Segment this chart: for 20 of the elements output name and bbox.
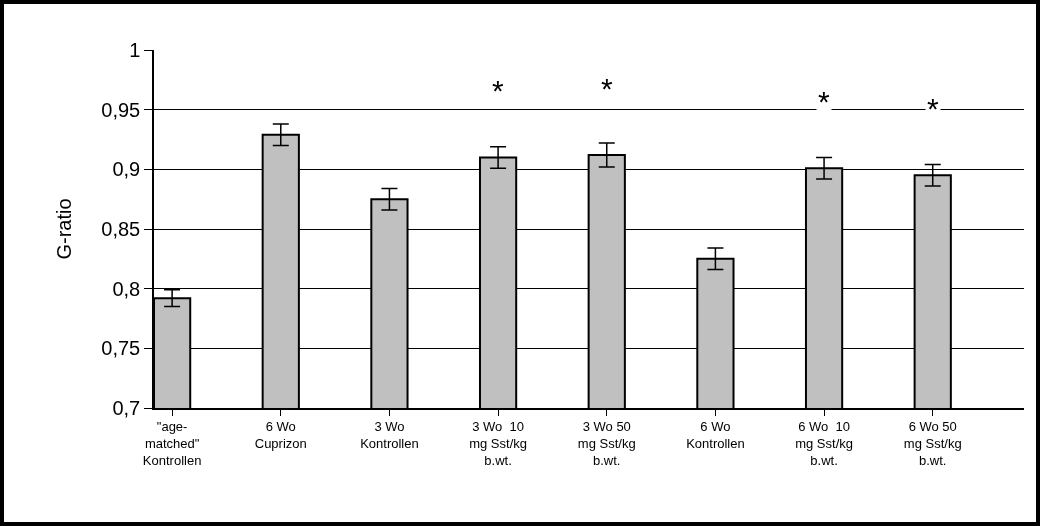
annotation: * [601, 72, 613, 105]
annotation: * [492, 74, 504, 107]
y-tick-label: 0,7 [112, 397, 141, 419]
y-tick-label: 1 [129, 39, 141, 61]
x-tick-label: "age- matched" Kontrollen [142, 419, 202, 469]
y-tick-label: 0,8 [112, 277, 141, 300]
x-tick-label: 3 Wo 10 mg Sst/kg b.wt. [469, 419, 527, 469]
y-tick-label: 0,75 [101, 337, 141, 360]
x-tick-label: 3 Wo Kontrollen [360, 419, 419, 452]
y-tick-label: 0,85 [101, 218, 141, 240]
annotation: * [927, 92, 939, 125]
x-tick-label: 6 Wo 50 mg Sst/kg b.wt. [903, 419, 962, 469]
x-tick-label: 3 Wo 50 mg Sst/kg b.wt. [577, 419, 636, 469]
y-axis-title: G-ratio [53, 198, 76, 260]
x-tick-label: 6 Wo 10 mg Sst/kg b.wt. [795, 419, 853, 469]
y-tick-label: 0,9 [112, 158, 141, 181]
y-tick-label: 0,95 [101, 98, 141, 121]
x-tick-label: 6 Wo Kontrollen [686, 419, 745, 452]
x-tick-label: 6 Wo Cuprizon [254, 419, 307, 452]
annotation: * [818, 85, 830, 118]
